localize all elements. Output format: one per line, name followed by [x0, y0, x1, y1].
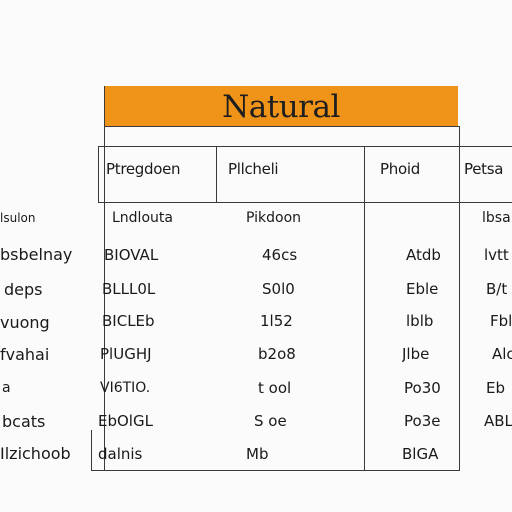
table-cell: t ool — [258, 379, 292, 397]
table-cell: Jlbe — [402, 345, 430, 363]
header-divider — [98, 202, 512, 203]
table-cell: ABL — [484, 412, 512, 430]
table-cell: Lndlouta — [112, 210, 173, 226]
table-cell: Eble — [406, 280, 439, 298]
table-cell: Atdb — [406, 246, 441, 264]
table-border-right — [459, 126, 460, 470]
table-cell: BLLL0L — [102, 280, 156, 298]
table-cell: BlGA — [402, 445, 439, 463]
table-cell: BICLEb — [102, 312, 155, 330]
table-cell: S oe — [254, 412, 287, 430]
table-cell: Pikdoon — [246, 210, 302, 226]
row-label: bsbelnay — [0, 245, 73, 264]
table-cell: Mb — [246, 445, 269, 463]
column-divider-3 — [98, 146, 99, 202]
table-cell: Eb — [486, 379, 505, 397]
row-label: deps — [4, 280, 43, 299]
row-label: Ilzichoob — [0, 444, 71, 463]
table-cell: BIOVAL — [104, 246, 159, 264]
column-divider-5 — [459, 146, 460, 202]
table-cell: B/t — [486, 280, 508, 298]
row-label: bcats — [2, 412, 46, 431]
column-divider-1 — [216, 146, 217, 202]
table-title-bar: Natural — [104, 86, 458, 127]
table-cell: Alc — [492, 345, 512, 363]
column-header: Ptregdoen — [106, 160, 181, 178]
table-cell — [404, 206, 454, 230]
header-top-border — [104, 126, 460, 127]
column-divider-2 — [364, 146, 365, 470]
table-title: Natural — [222, 88, 340, 125]
table-cell: VI6TIO. — [100, 380, 151, 396]
column-header: Phoid — [380, 160, 420, 178]
row-label: a — [2, 380, 11, 396]
table-cell: 1l52 — [260, 312, 293, 330]
table-cell: S0l0 — [262, 280, 295, 298]
table-cell: 46cs — [262, 246, 298, 264]
table-cell: Po3e — [404, 412, 441, 430]
table-border-left — [104, 86, 105, 470]
column-divider-4 — [91, 430, 92, 470]
table-cell: lblb — [406, 312, 434, 330]
row-label: vuong — [0, 313, 50, 332]
row-label: lsulon — [0, 211, 36, 225]
table-cell: lvtt — [484, 246, 509, 264]
table-cell: Po30 — [404, 379, 441, 397]
table-cell — [484, 442, 512, 466]
table-cell: EbOlGL — [98, 412, 153, 430]
header-bottom-border — [98, 146, 512, 147]
table-cell: b2o8 — [258, 345, 296, 363]
column-header: Petsa — [464, 160, 504, 178]
row-label: fvahai — [0, 345, 50, 364]
table-bottom-border — [91, 470, 460, 471]
table-cell: Fbl — [490, 312, 512, 330]
table-cell: PlUGHJ — [100, 345, 152, 363]
table-cell: lbsa — [482, 210, 511, 226]
table-cell: dalnis — [98, 445, 143, 463]
column-header: Pllcheli — [228, 160, 279, 178]
